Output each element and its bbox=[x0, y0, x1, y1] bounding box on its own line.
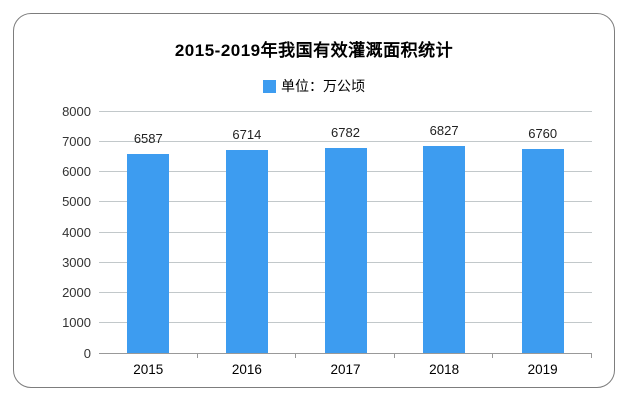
x-axis-tick-mark bbox=[393, 353, 395, 358]
y-axis-tick-label: 8000 bbox=[62, 103, 91, 119]
y-axis-tick-label: 0 bbox=[83, 345, 91, 361]
bar-2018 bbox=[423, 146, 466, 353]
y-axis-tick-label: 4000 bbox=[62, 224, 91, 240]
x-axis-tick-mark bbox=[196, 353, 198, 358]
chart-panel: 2015-2019年我国有效灌溉面积统计 单位：万公顷 0 1000 2000 300… bbox=[13, 13, 615, 388]
y-axis-tick-label: 5000 bbox=[62, 194, 91, 210]
x-axis-tick-mark bbox=[492, 353, 494, 358]
bar-value-label: 6714 bbox=[232, 126, 262, 142]
y-axis-tick-label: 1000 bbox=[62, 315, 91, 331]
x-axis-tick-label: 2017 bbox=[330, 362, 361, 377]
bar-2017 bbox=[324, 147, 367, 353]
x-axis-tick-label: 2019 bbox=[527, 362, 558, 377]
x-axis-tick-label: 2015 bbox=[133, 362, 164, 377]
plot-area: 0 1000 2000 3000 4000 5000 6000 7000 8000 6587 201… bbox=[62, 105, 592, 377]
bar-value-label: 6782 bbox=[331, 124, 360, 140]
legend-label: 单位：万公顷 bbox=[281, 78, 365, 94]
x-axis-tick-label: 2018 bbox=[429, 362, 460, 377]
chart-title: 2015-2019年我国有效灌溉面积统计 bbox=[174, 41, 454, 60]
x-axis-tick-mark bbox=[295, 353, 297, 358]
bar-value-label: 6760 bbox=[528, 125, 558, 141]
legend: 单位：万公顷 bbox=[14, 76, 614, 96]
bar-value-label: 6587 bbox=[133, 130, 163, 146]
bar-2019 bbox=[521, 148, 564, 353]
bar-2016 bbox=[225, 149, 268, 353]
bar-value-label: 6827 bbox=[429, 123, 459, 139]
gridline bbox=[99, 110, 592, 112]
y-axis-tick-label: 7000 bbox=[62, 133, 91, 149]
gridline bbox=[99, 140, 592, 142]
y-axis-tick-label: 2000 bbox=[62, 285, 91, 300]
x-axis-tick-mark bbox=[591, 353, 592, 358]
x-axis-line bbox=[99, 353, 592, 354]
y-axis-tick-label: 6000 bbox=[62, 164, 91, 179]
legend-swatch-icon bbox=[263, 79, 276, 93]
x-axis-tick-label: 2016 bbox=[231, 362, 262, 377]
y-axis-tick-label: 3000 bbox=[62, 254, 91, 270]
bar-2015 bbox=[127, 153, 170, 353]
